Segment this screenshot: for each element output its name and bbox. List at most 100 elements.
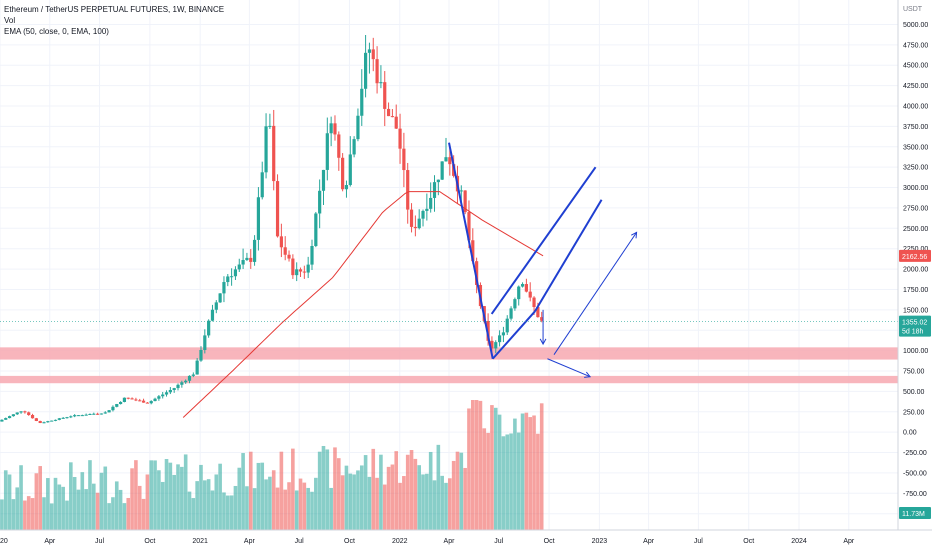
volume-bar	[210, 490, 215, 530]
volume-bar	[440, 475, 444, 530]
candle-body	[256, 197, 261, 240]
symbol-title[interactable]: Ethereum / TetherUS PERPETUAL FUTURES, 1…	[4, 5, 225, 14]
volume-bar	[478, 400, 483, 530]
volume-bar	[237, 467, 242, 530]
time-axis[interactable]: 2020 Apr Jul Oct 2021 Apr Jul Oct 2022 Apr Jul Oct 2…	[0, 529, 932, 550]
volume-bar	[413, 458, 418, 530]
volume-bar	[76, 489, 81, 530]
volume-bar	[141, 498, 146, 530]
volume-bar	[149, 460, 154, 530]
candle-body	[509, 308, 513, 319]
time-tick-label: Apr	[44, 538, 56, 545]
candle-body	[505, 318, 509, 333]
trend-line	[448, 142, 494, 359]
volume-bar	[160, 481, 165, 530]
trend-line	[547, 358, 591, 378]
volume-indicator-label[interactable]: Vol	[4, 16, 16, 25]
candle-body	[475, 261, 479, 285]
price-tick-label: 0.00	[903, 430, 917, 437]
volume-bar	[268, 476, 272, 530]
candle-body	[406, 170, 410, 210]
ema-indicator-label[interactable]: EMA (50, close, 0, EMA, 100)	[4, 27, 109, 36]
candle-body	[187, 375, 192, 381]
volume-bar	[103, 466, 108, 530]
volume-bar	[386, 466, 391, 530]
candle-body	[540, 317, 544, 321]
candle-body	[421, 210, 425, 219]
volume-bar	[482, 428, 487, 530]
candle-body	[233, 269, 238, 277]
volume-bar	[271, 470, 276, 530]
volume-bar	[214, 474, 219, 530]
candle-body	[226, 276, 230, 283]
volume-bar	[172, 474, 176, 530]
trend-drawings	[448, 142, 638, 378]
volume-bar	[428, 451, 433, 530]
volume-bar	[302, 482, 307, 530]
volume-bar	[333, 447, 337, 530]
candle-body	[333, 123, 337, 135]
candle-body	[337, 134, 341, 158]
volume-bar	[107, 503, 111, 530]
volume-bar	[137, 485, 142, 530]
candle-body	[379, 82, 383, 84]
candle-body	[268, 125, 272, 127]
volume-bar	[329, 487, 333, 530]
candle-body	[145, 402, 149, 404]
volume-bar	[199, 464, 203, 530]
volume-bar	[287, 482, 291, 530]
volume-bar	[505, 434, 510, 530]
candle-body	[291, 258, 295, 276]
candle-body	[88, 413, 92, 415]
volume-bar	[30, 498, 35, 530]
candle-body	[27, 412, 31, 416]
candle-body	[245, 257, 249, 261]
volume-bar	[451, 460, 456, 530]
arrow-head	[631, 231, 638, 239]
volume-bar	[11, 499, 16, 530]
price-axis[interactable]: USDT 5000.00 4750.00 4500.00 4250.00 4000.00 3…	[897, 0, 932, 550]
volume-bar	[191, 498, 196, 530]
candle-body	[218, 293, 222, 303]
candle-body	[409, 209, 414, 227]
candle-body	[4, 418, 8, 420]
volume-bar	[99, 472, 104, 530]
countdown-badge: 5d 18h	[902, 329, 924, 336]
volume-bar	[325, 449, 330, 530]
candle-body	[524, 284, 528, 292]
time-tick-label: Apr	[843, 538, 855, 545]
candle-body	[134, 399, 138, 401]
time-tick-label: 2022	[392, 538, 408, 545]
candle-body	[107, 410, 111, 413]
volume-bar	[118, 489, 123, 530]
candle-body	[329, 123, 333, 134]
support-zone	[0, 375, 898, 384]
volume-bars	[0, 400, 544, 530]
price-tick-label: 1000.00	[903, 348, 928, 355]
candle-body	[207, 320, 211, 336]
time-tick-label: Jul	[694, 538, 703, 545]
arrow-head	[584, 371, 592, 378]
candle-body	[53, 419, 58, 421]
time-tick-label: Oct	[544, 538, 555, 545]
volume-bar	[509, 433, 513, 530]
volume-bar	[245, 486, 249, 530]
candle-body	[429, 197, 433, 209]
volume-bar	[168, 462, 173, 530]
candle-body	[118, 401, 123, 405]
price-tick-label: 4500.00	[903, 63, 928, 70]
candle-body	[203, 335, 207, 350]
candle-body	[153, 398, 157, 402]
candle-body	[497, 335, 502, 343]
candle-body	[191, 374, 195, 376]
volume-bar	[382, 484, 387, 530]
volume-bar	[421, 474, 425, 530]
volume-bar	[310, 491, 314, 530]
candle-body	[325, 133, 329, 170]
candle-body	[96, 413, 100, 415]
volume-bar	[375, 477, 379, 530]
volume-bar	[532, 415, 536, 530]
trend-line	[490, 166, 597, 315]
candle-body	[176, 384, 180, 389]
